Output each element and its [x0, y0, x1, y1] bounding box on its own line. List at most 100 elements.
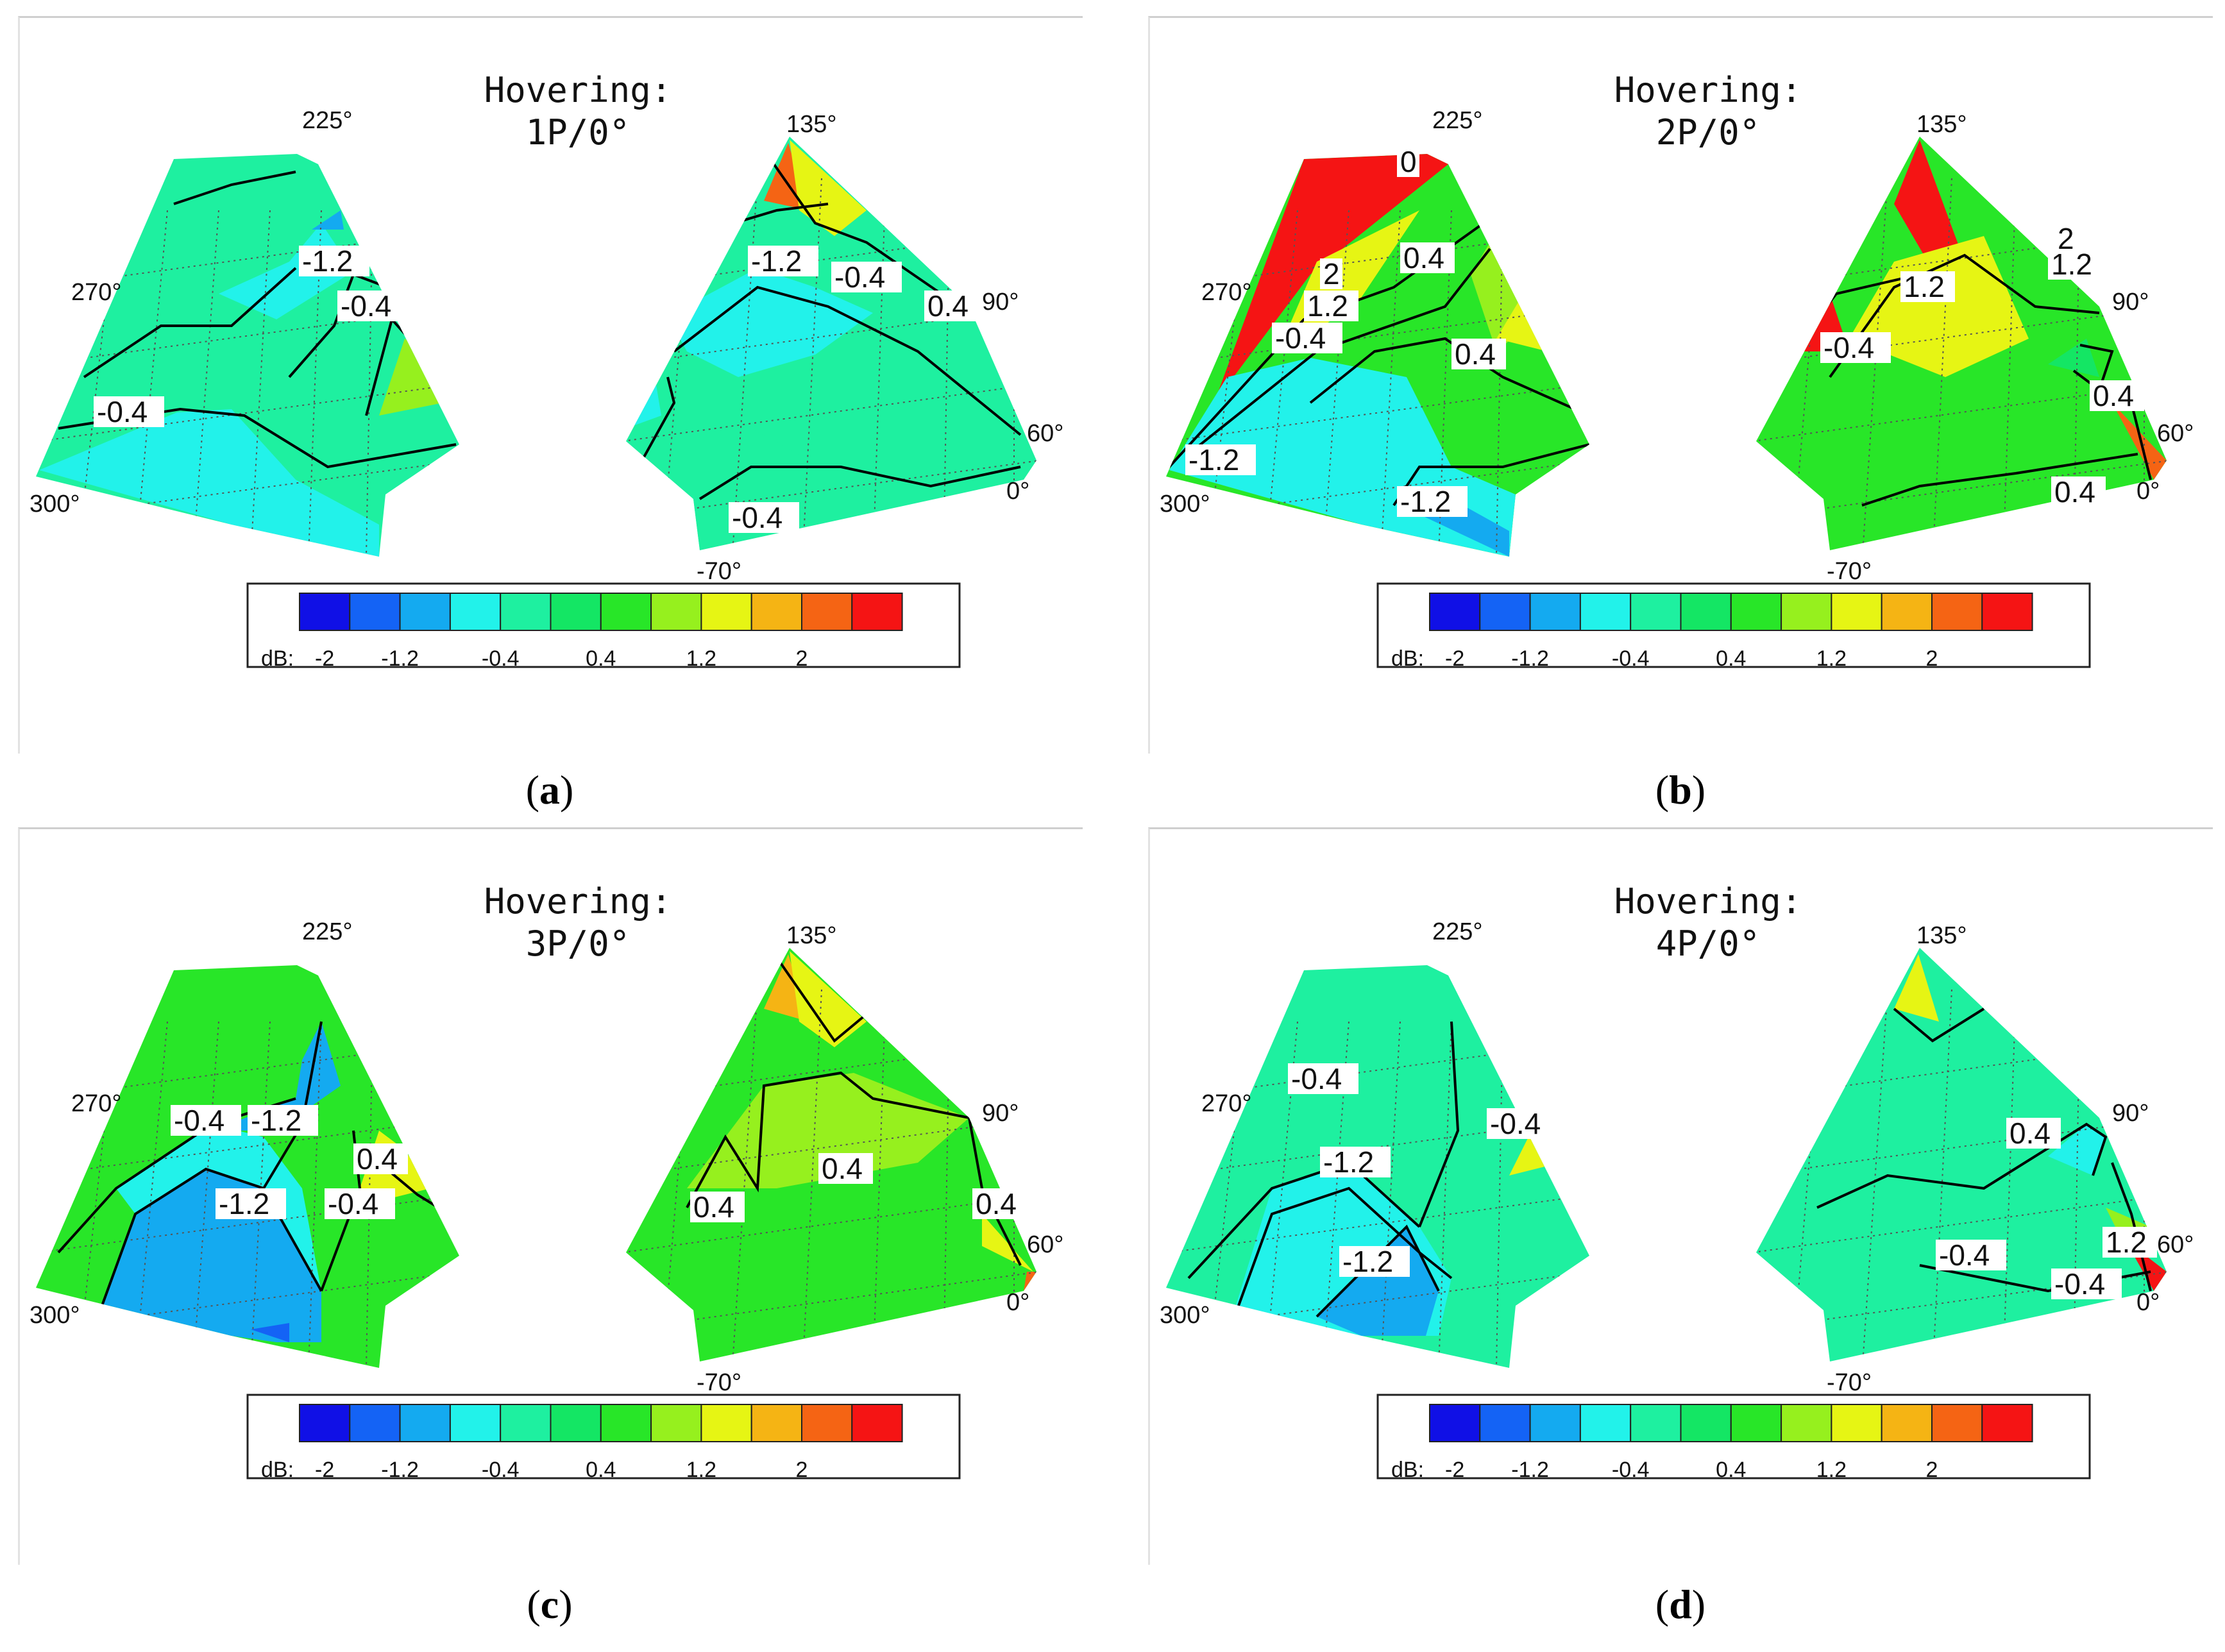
contour-band [116, 1124, 321, 1291]
colorbar-swatch [1529, 593, 1581, 631]
panel-a: 225° 270° 300° 135° 90° 60° 0° -70° -1.2 -0.4 -0.4… [18, 16, 1083, 754]
contour-label: -0.4 [1291, 1062, 1342, 1095]
contour-line [83, 1167, 323, 1356]
grid-line [802, 989, 822, 1361]
colorbar-swatch [700, 1404, 752, 1442]
contour-label: -0.4 [1490, 1107, 1541, 1140]
colorbar-swatch [1479, 593, 1531, 631]
colorbar-swatch [349, 1404, 401, 1442]
contour-label-bg [924, 291, 979, 321]
contour-label-bg [1451, 339, 1506, 369]
colorbar-swatch [1981, 1404, 2033, 1442]
grid-line [1380, 1021, 1401, 1368]
grid-line [192, 210, 219, 557]
colorbar-swatch [1579, 593, 1632, 631]
colorbar-tick-label: -1.2 [1511, 646, 1549, 671]
contour-label-bg [2102, 1227, 2157, 1258]
plot-title-d: Hovering: 4P/0° [1614, 881, 1802, 964]
angle-label: 300° [1160, 1302, 1210, 1329]
grid-line [192, 1021, 219, 1368]
contour-plot-d: 225° 270° 300° 135° 90° 60° 0° -70° -0.4 -0.4 -1.2… [1160, 918, 2194, 1482]
contour-label-bg [729, 502, 799, 533]
colorbar-swatch [449, 593, 502, 631]
contour-label: -0.4 [97, 395, 148, 428]
contour-label: 0.4 [927, 289, 969, 323]
contour-band [1849, 236, 2029, 377]
grid-line [38, 460, 459, 519]
grid-line [1169, 383, 1589, 442]
angle-label: 60° [2157, 420, 2194, 447]
contour-label-bg [1339, 1246, 1410, 1277]
grid-line [38, 1040, 459, 1099]
grid-line [250, 210, 271, 557]
contour-label: -0.4 [174, 1104, 224, 1137]
contour-line [2130, 402, 2152, 480]
colorbar-unit-label: dB: [1391, 646, 1424, 671]
colorbar-swatch [1429, 1404, 1481, 1442]
contour-label-bg [2051, 1268, 2122, 1299]
contour-band [2112, 403, 2167, 480]
contour-label-bg [1820, 332, 1891, 363]
angle-label: 300° [30, 491, 80, 518]
colorbar-tick-label: -2 [1445, 1458, 1464, 1482]
contour-label: 0 [1400, 145, 1417, 178]
contour-label: 0.4 [693, 1190, 734, 1224]
angle-label: 270° [71, 1090, 122, 1117]
grid-line [1932, 989, 1952, 1361]
colorbar-swatch [1479, 1404, 1531, 1442]
contour-label: -1.2 [251, 1104, 301, 1137]
grid-line [626, 306, 1036, 365]
colorbar-swatch [1881, 1404, 1933, 1442]
contour-line [1418, 1021, 1460, 1227]
angle-label: 60° [1027, 420, 1063, 447]
angle-label: 225° [1432, 107, 1483, 134]
contour-plot-b: 225°270°300°135°90°60°0°-70°021.20.4-0.4… [1160, 107, 2194, 671]
contour-label: 0.4 [2093, 379, 2134, 412]
grid-line [1756, 1117, 2167, 1176]
caption-a: (a) [525, 767, 574, 813]
colorbar-tick-label: -0.4 [1612, 646, 1650, 671]
grid-line [2002, 178, 2017, 550]
angle-label: 270° [1201, 1090, 1252, 1117]
contour-band [1024, 1272, 1036, 1291]
angle-label: -70° [1827, 1369, 1872, 1396]
colorbar-swatch [399, 593, 451, 631]
grid-line [135, 210, 168, 557]
angle-label: 0° [2136, 1289, 2160, 1316]
contour-label-bg [1900, 271, 1955, 302]
contour-label-bg [1320, 258, 1342, 289]
colorbar-tick-label: -1.2 [381, 1458, 419, 1482]
contour-band [39, 409, 379, 557]
contour-line [83, 267, 297, 378]
contour-line [2111, 1162, 2152, 1292]
contour-band [2048, 339, 2099, 377]
angle-label: -70° [1827, 558, 1872, 585]
contour-label-bg [748, 246, 818, 276]
colorbar-swatch [600, 593, 652, 631]
contour-label: -1.2 [751, 244, 802, 278]
contour-label-bg [353, 1143, 408, 1174]
colorbar-swatch [1680, 593, 1732, 631]
contour-label-bg [216, 1188, 286, 1219]
contour-label: -0.4 [834, 260, 885, 294]
contour-label: -0.4 [2054, 1267, 2105, 1301]
contour-line [769, 158, 970, 314]
colorbar-tick-label: -0.4 [482, 1458, 520, 1482]
colorbar-tick-label: 2 [1926, 646, 1938, 671]
colorbar-swatch [1831, 1404, 1882, 1442]
colorbar-swatch [1981, 593, 2033, 631]
colorbar-tick-label: 2 [796, 1458, 808, 1482]
contour-line [641, 376, 676, 461]
colorbar-swatch [750, 1404, 802, 1442]
colorbar-swatch [1630, 593, 1682, 631]
angle-label: 90° [2112, 289, 2149, 316]
colorbar-unit-label: dB: [1391, 1458, 1424, 1482]
contour-label: 0.4 [1455, 337, 1496, 371]
angle-label: 300° [1160, 491, 1210, 518]
colorbar-swatch [1429, 593, 1481, 631]
angle-label: 270° [71, 279, 122, 306]
contour-label: -1.2 [1323, 1145, 1374, 1179]
contour-lines-left [1187, 1021, 1460, 1356]
grid-line [135, 1021, 168, 1368]
colorbar-swatch [801, 593, 853, 631]
